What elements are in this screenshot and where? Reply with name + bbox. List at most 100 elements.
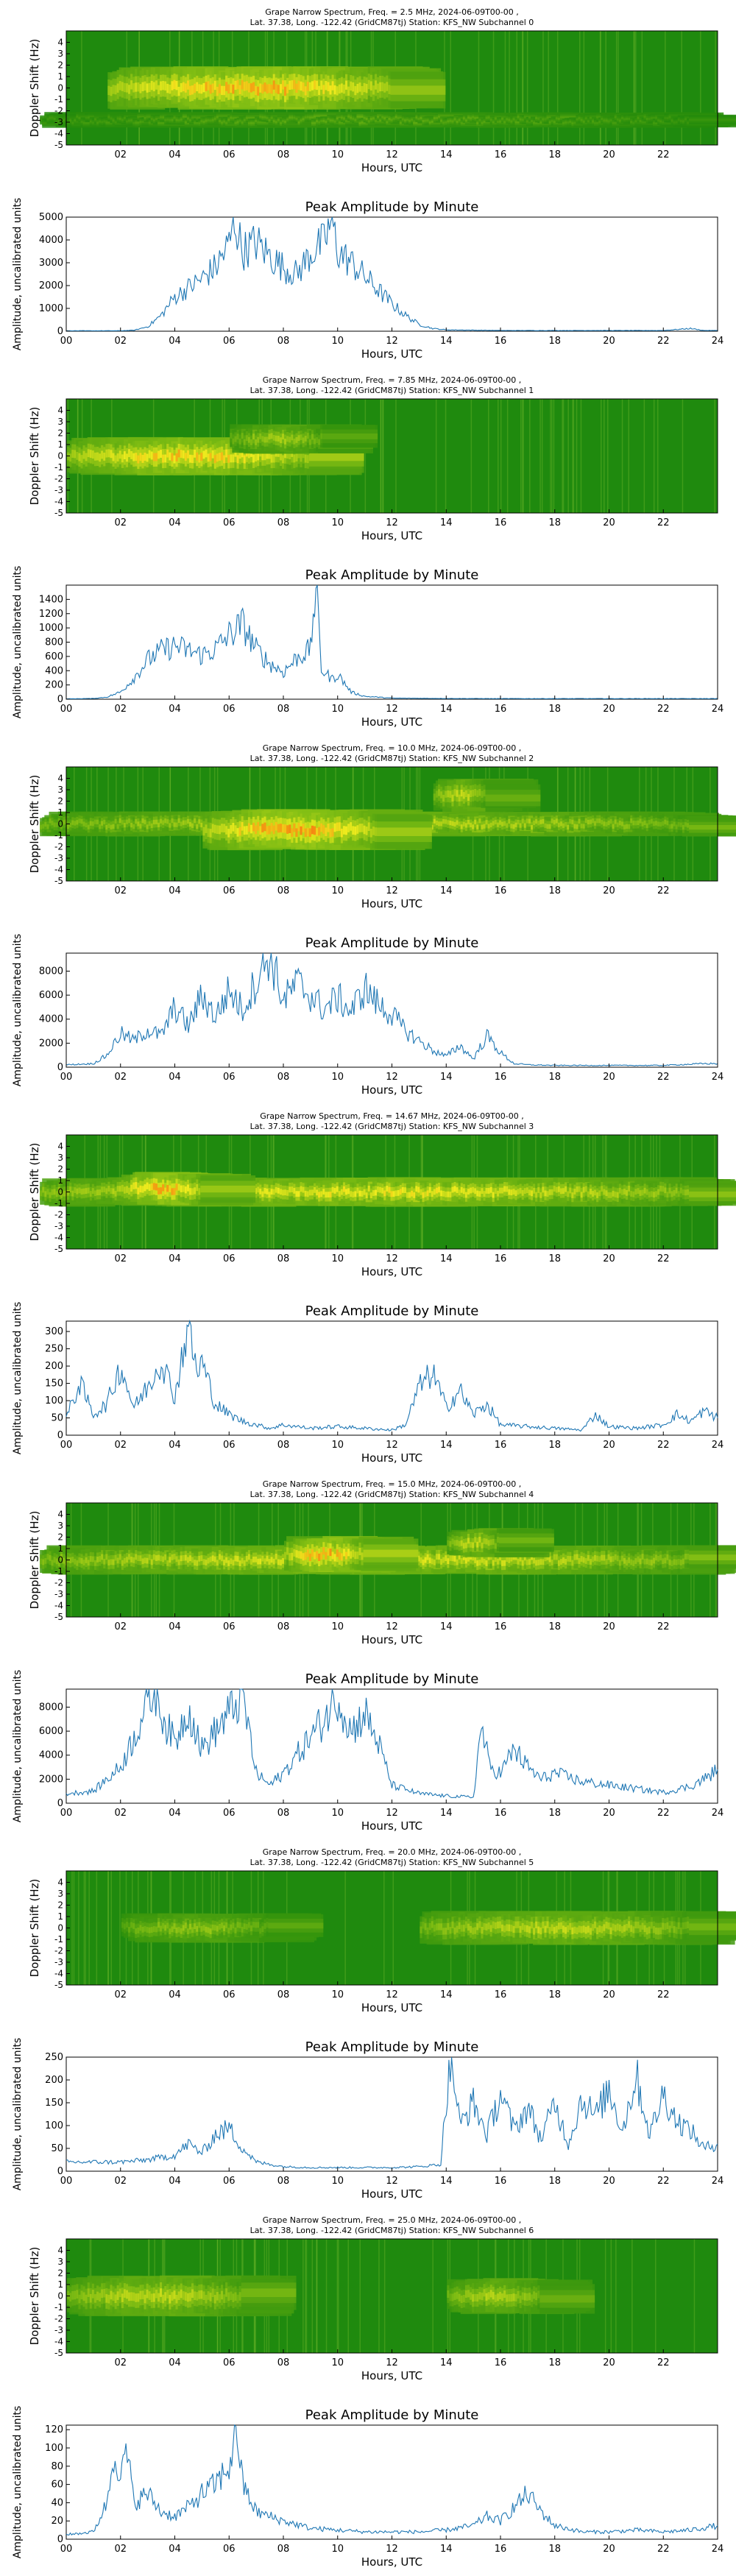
y-axis-label: Amplitude, uncalibrated units [12,934,24,1087]
y-tick-label: -3 [54,117,63,127]
noise-streak [506,399,509,513]
y-tick-label: -3 [54,853,63,863]
noise-streak [509,31,510,145]
y-tick-label: 4000 [39,1014,63,1025]
noise-streak [665,31,666,145]
activity-cell [308,453,364,461]
noise-streak [634,31,635,145]
y-axis-label: Amplitude, uncalibrated units [12,198,24,351]
y-tick-label: 4000 [39,235,63,246]
noise-streak [641,31,643,145]
y-tick-label: -5 [54,876,63,886]
x-tick-label: 24 [712,336,724,347]
x-tick-label: 06 [223,517,236,528]
x-tick-label: 12 [386,1253,398,1264]
x-tick-label: 16 [495,704,507,715]
y-tick-label: 4 [57,774,63,784]
y-tick-label: -4 [54,1233,63,1243]
activity-cell [322,434,378,439]
noise-streak [556,31,559,145]
y-tick-label: -2 [54,1210,63,1220]
spectrogram-title-line1: Grape Narrow Spectrum, Freq. = 14.67 MHz… [260,1111,524,1121]
y-tick-label: 0 [57,83,63,93]
noise-streak [380,399,382,513]
noise-streak [580,399,582,513]
y-tick-label: 0 [57,819,63,829]
noise-streak [643,399,645,513]
noise-streak [522,31,523,145]
y-tick-label: 1000 [39,623,63,634]
y-tick-label: 2000 [39,1038,63,1049]
y-tick-label: 8000 [39,966,63,977]
y-tick-label: 0 [57,1430,63,1441]
x-tick-label: 06 [223,885,236,896]
y-tick-label: 150 [45,1379,63,1390]
y-tick-label: 1200 [39,609,63,620]
noise-streak [450,31,451,145]
noise-streak [364,399,367,513]
x-tick-label: 06 [223,149,236,160]
noise-streak [548,31,549,145]
activity-cell [689,1191,736,1197]
noise-streak [653,399,655,513]
x-tick-label: 22 [657,1072,670,1083]
x-tick-label: 16 [495,1072,507,1083]
x-tick-label: 02 [114,885,127,896]
noise-streak [621,399,623,513]
noise-streak [520,399,522,513]
y-tick-label: -4 [54,129,63,139]
y-tick-label: 1000 [39,303,63,314]
spectrogram-title-line1: Grape Narrow Spectrum, Freq. = 10.0 MHz,… [263,743,522,753]
noise-streak [618,31,619,145]
amplitude-frame [66,584,718,700]
y-axis-label: Amplitude, uncalibrated units [12,1302,24,1455]
noise-streak [522,399,523,513]
x-tick-label: 12 [386,885,398,896]
y-tick-label: 600 [45,651,63,662]
x-tick-label: 18 [548,149,561,160]
spectrogram-activity-1 [40,112,736,128]
x-tick-label: 14 [440,517,453,528]
x-tick-label: 12 [386,1440,398,1451]
x-tick-label: 14 [440,885,453,896]
noise-streak [551,399,553,513]
spectrogram-panel-0: Grape Narrow Spectrum, Freq. = 2.5 MHz, … [28,7,736,174]
noise-streak [445,399,447,513]
x-tick-label: 10 [331,1072,344,1083]
x-tick-label: 22 [657,1440,670,1451]
y-tick-label: 1 [57,439,63,450]
x-tick-label: 06 [223,704,236,715]
x-tick-label: 14 [440,1440,453,1451]
x-tick-label: 14 [440,704,453,715]
x-tick-label: 20 [603,704,615,715]
spectrogram-activity-2 [433,779,541,813]
x-tick-label: 20 [603,1253,615,1264]
x-tick-label: 02 [114,149,127,160]
y-axis-label: Amplitude, uncalibrated units [12,566,24,719]
x-tick-label: 02 [114,336,127,347]
x-tick-label: 00 [60,1072,73,1083]
noise-streak [516,31,517,145]
x-tick-label: 08 [277,704,290,715]
x-tick-label: 06 [223,1440,236,1451]
x-tick-label: 12 [386,517,398,528]
x-tick-label: 24 [712,704,724,715]
x-tick-label: 20 [603,1440,615,1451]
noise-streak [522,31,524,145]
x-tick-label: 18 [548,704,561,715]
y-tick-label: 0 [57,694,63,705]
noise-streak [470,399,473,513]
noise-streak [488,399,489,513]
noise-streak [657,399,659,513]
y-tick-label: 0 [57,326,63,337]
x-tick-label: 12 [386,336,398,347]
x-tick-label: 16 [495,885,507,896]
x-tick-label: 14 [440,149,453,160]
x-tick-label: 16 [495,336,507,347]
x-tick-label: 12 [386,149,398,160]
y-tick-label: -1 [54,94,63,105]
y-tick-label: -3 [54,1221,63,1231]
x-tick-label: 10 [331,336,344,347]
noise-streak [478,31,480,145]
spectrogram-title-line2: Lat. 37.38, Long. -122.42 (GridCM87tj) S… [250,1122,534,1131]
